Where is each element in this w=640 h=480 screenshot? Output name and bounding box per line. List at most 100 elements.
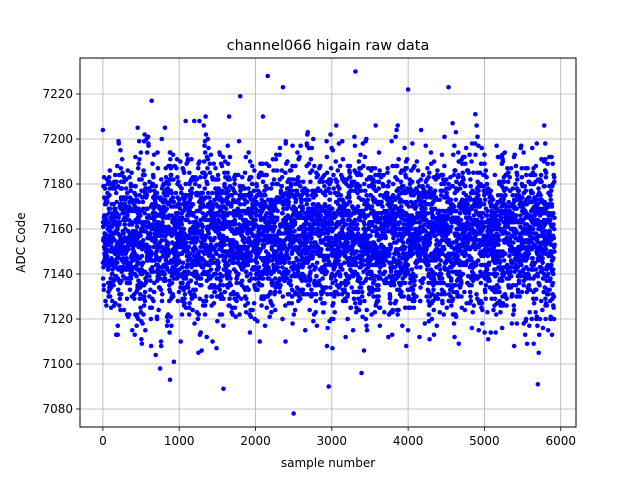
- data-point: [468, 183, 474, 189]
- data-point: [183, 118, 188, 124]
- data-point: [238, 296, 244, 302]
- data-point: [467, 289, 473, 295]
- data-point: [369, 204, 375, 209]
- data-point: [160, 219, 165, 225]
- data-point: [203, 172, 208, 178]
- data-point: [422, 206, 428, 212]
- data-point: [149, 305, 155, 311]
- data-point: [264, 172, 269, 178]
- data-point: [168, 172, 174, 178]
- data-point: [191, 210, 196, 216]
- data-point: [158, 339, 164, 344]
- data-point: [376, 287, 381, 293]
- data-point: [140, 321, 145, 326]
- data-point: [183, 181, 189, 187]
- data-point: [201, 204, 207, 209]
- data-point: [175, 174, 180, 180]
- data-point: [125, 168, 131, 173]
- data-point: [176, 258, 182, 263]
- data-point: [103, 298, 108, 304]
- data-point: [453, 129, 459, 135]
- data-point: [105, 199, 110, 205]
- data-point: [247, 159, 253, 164]
- data-point: [361, 181, 367, 187]
- data-point: [479, 321, 485, 326]
- data-point: [150, 269, 156, 275]
- data-point: [165, 242, 171, 248]
- data-point: [438, 271, 444, 277]
- data-point: [219, 163, 225, 169]
- data-point: [368, 233, 373, 239]
- data-point: [359, 289, 365, 295]
- data-point: [357, 298, 363, 304]
- data-point: [290, 143, 295, 149]
- data-point: [113, 190, 119, 196]
- data-point: [189, 190, 195, 196]
- data-point: [333, 123, 339, 128]
- data-point: [177, 206, 183, 212]
- data-point: [272, 289, 278, 295]
- data-point: [216, 264, 222, 270]
- data-point: [142, 181, 148, 187]
- data-point: [219, 312, 225, 317]
- data-point: [331, 186, 337, 191]
- data-point: [418, 177, 424, 182]
- data-point: [476, 327, 482, 333]
- data-point: [189, 156, 194, 162]
- data-point: [474, 123, 479, 128]
- data-point: [409, 179, 415, 185]
- data-point: [405, 262, 411, 268]
- data-point: [283, 141, 289, 146]
- data-point: [476, 188, 481, 194]
- data-point: [318, 296, 323, 302]
- data-point: [251, 188, 257, 194]
- data-point: [314, 260, 320, 266]
- data-point: [100, 276, 106, 281]
- data-point: [222, 170, 227, 176]
- data-point: [353, 217, 358, 223]
- data-point: [292, 219, 298, 225]
- data-point: [262, 192, 268, 198]
- data-point: [147, 244, 152, 250]
- data-point: [260, 161, 265, 167]
- data-point: [242, 186, 248, 191]
- data-point: [227, 210, 233, 216]
- data-point: [328, 165, 334, 171]
- data-point: [372, 165, 378, 171]
- data-point: [417, 334, 422, 340]
- data-point: [331, 300, 336, 306]
- data-point: [106, 174, 112, 180]
- data-point: [440, 172, 446, 178]
- data-point: [471, 303, 477, 308]
- chart-title: channel066 higain raw data: [227, 38, 430, 54]
- data-point: [293, 197, 299, 203]
- data-point: [260, 114, 266, 119]
- data-point: [437, 309, 443, 315]
- data-point: [467, 152, 472, 158]
- data-point: [248, 174, 254, 180]
- data-point: [404, 156, 410, 162]
- data-point: [151, 174, 156, 180]
- data-point: [211, 161, 217, 167]
- data-point: [176, 179, 181, 185]
- data-point: [286, 255, 292, 261]
- data-point: [310, 253, 316, 259]
- data-point: [123, 186, 129, 191]
- data-point: [364, 327, 370, 333]
- data-point: [111, 282, 116, 288]
- data-point: [398, 179, 404, 185]
- data-point: [114, 179, 119, 185]
- data-point: [291, 262, 297, 268]
- data-point: [107, 192, 112, 198]
- data-point: [357, 276, 363, 281]
- data-point: [245, 300, 251, 306]
- data-point: [102, 186, 108, 191]
- data-point: [256, 269, 262, 275]
- data-point: [139, 253, 145, 259]
- data-point: [207, 161, 213, 167]
- data-point: [462, 307, 468, 313]
- data-point: [448, 276, 454, 281]
- data-point: [232, 181, 237, 187]
- data-point: [275, 208, 280, 214]
- data-point: [151, 289, 157, 295]
